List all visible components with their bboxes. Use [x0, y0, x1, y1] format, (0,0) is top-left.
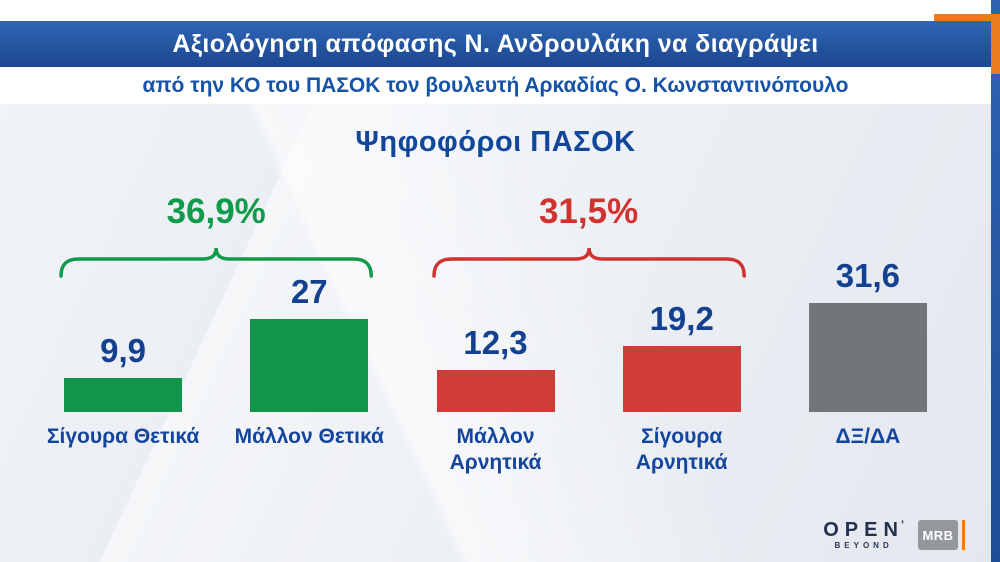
- bar: [622, 346, 741, 412]
- open-logo-tagline: BEYOND: [834, 541, 893, 550]
- orange-accent-right: [934, 14, 991, 21]
- right-edge-strip: [991, 0, 1000, 562]
- right-edge-orange-accent: [991, 14, 1000, 74]
- open-tv-logo: OPEN ’ BEYOND: [823, 520, 904, 550]
- bar-column: 12,3 Μάλλον Αρνητικά: [402, 160, 588, 477]
- bar: [250, 319, 369, 412]
- bar-column: 31,6 ΔΞ/ΔΑ: [775, 160, 961, 477]
- chart-title: Ψηφοφόροι ΠΑΣΟΚ: [355, 126, 636, 158]
- bar: [436, 370, 555, 412]
- bar-value-label: 12,3: [463, 324, 528, 361]
- bar-value-label: 19,2: [649, 300, 714, 337]
- bar-value-label: 9,9: [100, 332, 147, 369]
- bar-column: 19,2 Σίγουρα Αρνητικά: [589, 160, 775, 477]
- open-logo-text: OPEN: [823, 519, 904, 541]
- bar-value-label: 27: [290, 273, 328, 310]
- subtitle-text: από την ΚΟ του ΠΑΣΟΚ τον βουλευτή Αρκαδί…: [142, 73, 849, 97]
- subtitle-bar: από την ΚΟ του ΠΑΣΟΚ τον βουλευτή Αρκαδί…: [0, 67, 991, 104]
- bar-category-label: Μάλλον Αρνητικά: [449, 425, 542, 475]
- group-percent-label: 36,9%: [166, 192, 266, 231]
- group-percent-label: 31,5%: [538, 192, 639, 231]
- group-bracket: [431, 247, 746, 278]
- header-title: Αξιολόγηση απόφασης Ν. Ανδρουλάκη να δια…: [172, 29, 819, 58]
- chart-area: Ψηφοφόροι ΠΑΣΟΚ 9,9 Σίγουρα Θετικά 27 Μάλλο…: [0, 104, 991, 562]
- bar-chart: 9,9 Σίγουρα Θετικά 27 Μάλλον Θετικά 12,3 Μάλλ…: [30, 160, 961, 477]
- mrb-logo: MRB: [918, 520, 958, 550]
- bar-stack: 12,3: [436, 160, 555, 412]
- bar-category-label: Σίγουρα Θετικά: [46, 425, 200, 448]
- footer-logos: OPEN ’ BEYOND MRB: [823, 520, 965, 550]
- bar-stack: 27: [250, 160, 369, 412]
- header-bar: Αξιολόγηση απόφασης Ν. Ανδρουλάκη να δια…: [0, 21, 991, 67]
- bar-column: 9,9 Σίγουρα Θετικά: [30, 160, 216, 477]
- bar-value-label: 31,6: [835, 257, 901, 294]
- mrb-logo-wrap: MRB: [918, 520, 965, 550]
- mrb-orange-divider: [962, 520, 965, 550]
- bar-category-label: Σίγουρα Αρνητικά: [635, 425, 728, 475]
- bar-category-label: ΔΞ/ΔΑ: [835, 425, 901, 448]
- bar-column: 27 Μάλλον Θετικά: [216, 160, 402, 477]
- bar: [64, 378, 183, 412]
- bar: [808, 303, 927, 412]
- bar-stack: 19,2: [622, 160, 741, 412]
- open-logo-mark: ’: [900, 519, 904, 531]
- bar-category-label: Μάλλον Θετικά: [234, 425, 384, 448]
- bar-stack: 9,9: [64, 160, 183, 412]
- bar-stack: 31,6: [808, 160, 927, 412]
- group-bracket: [59, 247, 374, 278]
